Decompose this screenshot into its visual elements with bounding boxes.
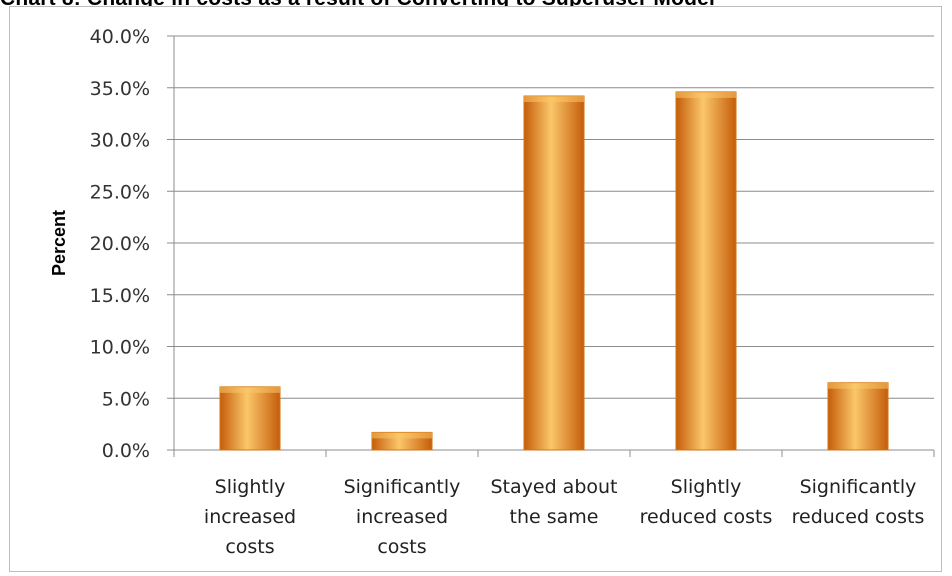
y-axis-ticks: 0.0% 5.0% 10.0% 15.0% 20.0% 25.0% 30.0% 35.0% 40…	[90, 26, 150, 462]
y-tick-label: 15.0%	[90, 285, 150, 307]
bar-top-highlight	[676, 91, 736, 98]
chart-frame: 0.0% 5.0% 10.0% 15.0% 20.0% 25.0% 30.0% 35.0% 40…	[9, 6, 942, 572]
bar-top-highlight	[828, 382, 888, 389]
y-tick-label: 35.0%	[90, 78, 150, 100]
y-axis-title: Percent	[49, 210, 69, 276]
bar-chart: 0.0% 5.0% 10.0% 15.0% 20.0% 25.0% 30.0% 35.0% 40…	[49, 26, 935, 558]
x-category-label: Significantly increased costs	[344, 476, 461, 558]
x-category-label: Significantly reduced costs	[792, 476, 925, 528]
bar	[827, 382, 889, 451]
bars	[219, 91, 889, 451]
bar-top-highlight	[372, 432, 432, 439]
bar-top-highlight	[220, 386, 280, 393]
y-tick-label: 5.0%	[102, 388, 150, 410]
x-axis-labels: Slightly increased costs Significantly incre…	[204, 476, 924, 558]
y-tick-label: 10.0%	[90, 337, 150, 359]
bar	[675, 91, 737, 451]
y-tick-label: 40.0%	[90, 26, 150, 48]
bar-top-highlight	[524, 96, 584, 103]
y-tick-label: 20.0%	[90, 233, 150, 255]
y-tick-label: 25.0%	[90, 181, 150, 203]
x-category-label: Slightly reduced costs	[640, 476, 773, 528]
bar	[523, 95, 585, 451]
bar	[219, 386, 281, 451]
y-tick-label: 0.0%	[102, 440, 150, 462]
chart-title: Chart 8: Change in costs as a result of …	[0, 0, 952, 11]
x-category-label: Stayed about the same	[490, 476, 617, 528]
x-category-label: Slightly increased costs	[204, 476, 296, 558]
y-tick-label: 30.0%	[90, 130, 150, 152]
